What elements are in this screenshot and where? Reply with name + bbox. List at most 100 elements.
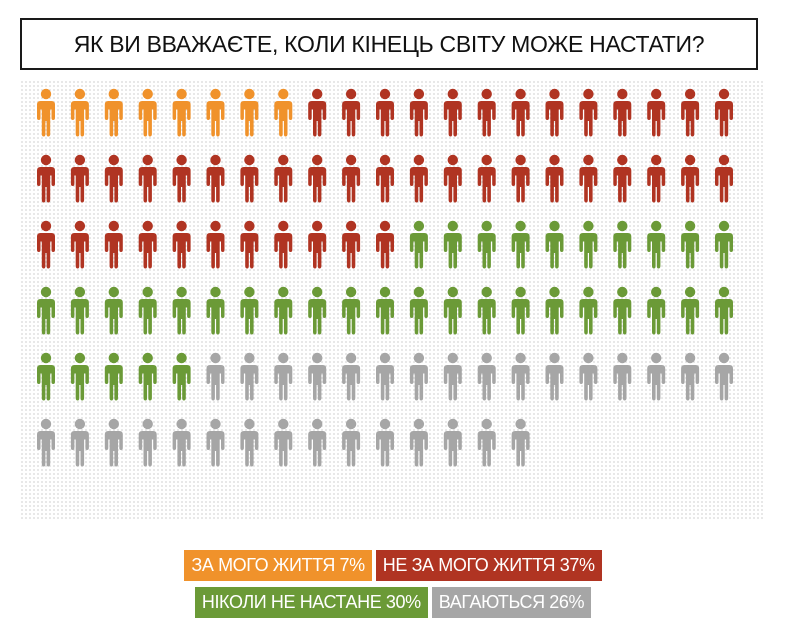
person-icon	[274, 88, 293, 137]
person-icon	[172, 154, 191, 203]
person-icon	[376, 418, 394, 467]
person-icon	[240, 88, 259, 137]
person-icon	[443, 352, 462, 401]
person-icon	[409, 286, 428, 335]
person-icon	[138, 88, 157, 137]
person-icon	[37, 286, 55, 335]
legend-item-undecided: ВАГАЮТЬСЯ 26%	[431, 587, 592, 618]
person-icon	[613, 352, 632, 401]
person-icon	[206, 88, 225, 137]
person-icon	[138, 286, 157, 335]
person-icon	[308, 88, 327, 137]
person-icon	[511, 220, 530, 269]
person-icon	[376, 88, 394, 137]
person-icon	[681, 220, 700, 269]
person-icon	[274, 220, 293, 269]
person-icon	[308, 418, 327, 467]
person-icon	[545, 154, 564, 203]
person-icon	[104, 418, 123, 467]
person-icon	[240, 352, 259, 401]
person-icon	[409, 220, 428, 269]
person-icon	[274, 286, 293, 335]
person-icon	[240, 154, 259, 203]
person-icon	[206, 286, 225, 335]
person-icon	[477, 88, 496, 137]
person-icon	[477, 154, 496, 203]
person-icon	[613, 220, 632, 269]
person-icon	[240, 220, 259, 269]
person-icon	[37, 88, 55, 137]
person-icon	[376, 352, 394, 401]
person-icon	[104, 220, 123, 269]
person-icon	[342, 286, 361, 335]
person-icon	[715, 88, 733, 137]
person-icon	[613, 88, 632, 137]
person-icon	[477, 352, 496, 401]
person-icon	[138, 352, 157, 401]
person-icon	[172, 418, 191, 467]
pictogram-grid	[37, 88, 733, 467]
person-icon	[715, 352, 733, 401]
person-icon	[240, 286, 259, 335]
person-icon	[613, 154, 632, 203]
legend-item-not-during-my-life: НЕ ЗА МОГО ЖИТТЯ 37%	[375, 550, 602, 581]
person-icon	[545, 286, 564, 335]
person-icon	[138, 220, 157, 269]
person-icon	[342, 154, 361, 203]
person-icon	[477, 286, 496, 335]
person-icon	[647, 154, 666, 203]
person-icon	[70, 286, 89, 335]
legend-row-1: ЗА МОГО ЖИТТЯ 7% НЕ ЗА МОГО ЖИТТЯ 37%	[0, 550, 786, 581]
person-icon	[104, 154, 123, 203]
person-icon	[715, 286, 733, 335]
person-icon	[376, 154, 394, 203]
person-icon	[206, 220, 225, 269]
person-icon	[613, 286, 632, 335]
person-icon	[172, 286, 191, 335]
person-icon	[579, 352, 598, 401]
person-icon	[70, 220, 89, 269]
person-icon	[477, 220, 496, 269]
person-icon	[104, 352, 123, 401]
person-icon	[579, 88, 598, 137]
title-box: ЯК ВИ ВВАЖАЄТЕ, КОЛИ КІНЕЦЬ СВІТУ МОЖЕ Н…	[20, 18, 758, 70]
person-icon	[172, 220, 191, 269]
person-icon	[443, 154, 462, 203]
person-icon	[681, 286, 700, 335]
person-icon	[443, 220, 462, 269]
person-icon	[715, 220, 733, 269]
person-icon	[37, 154, 55, 203]
person-icon	[70, 154, 89, 203]
person-icon	[409, 418, 428, 467]
person-icon	[37, 352, 55, 401]
person-icon	[342, 220, 361, 269]
person-icon	[579, 220, 598, 269]
person-icon	[206, 154, 225, 203]
person-icon	[443, 286, 462, 335]
person-icon	[579, 286, 598, 335]
person-icon	[647, 88, 666, 137]
person-icon	[308, 154, 327, 203]
person-icon	[511, 154, 530, 203]
person-icon	[70, 418, 89, 467]
person-icon	[376, 220, 394, 269]
person-icon	[342, 88, 361, 137]
person-icon	[172, 88, 191, 137]
person-icon	[70, 88, 89, 137]
person-icon	[647, 352, 666, 401]
person-icon	[511, 286, 530, 335]
person-icon	[545, 352, 564, 401]
person-icon	[511, 88, 530, 137]
chart-title: ЯК ВИ ВВАЖАЄТЕ, КОЛИ КІНЕЦЬ СВІТУ МОЖЕ Н…	[73, 30, 705, 57]
person-icon	[715, 154, 733, 203]
person-icon	[545, 220, 564, 269]
person-icon	[409, 352, 428, 401]
person-icon	[206, 418, 225, 467]
legend-item-during-my-life: ЗА МОГО ЖИТТЯ 7%	[184, 550, 372, 581]
person-icon	[70, 352, 89, 401]
person-icon	[579, 154, 598, 203]
person-icon	[240, 418, 259, 467]
person-icon	[206, 352, 225, 401]
person-icon	[409, 88, 428, 137]
person-icon	[342, 418, 361, 467]
